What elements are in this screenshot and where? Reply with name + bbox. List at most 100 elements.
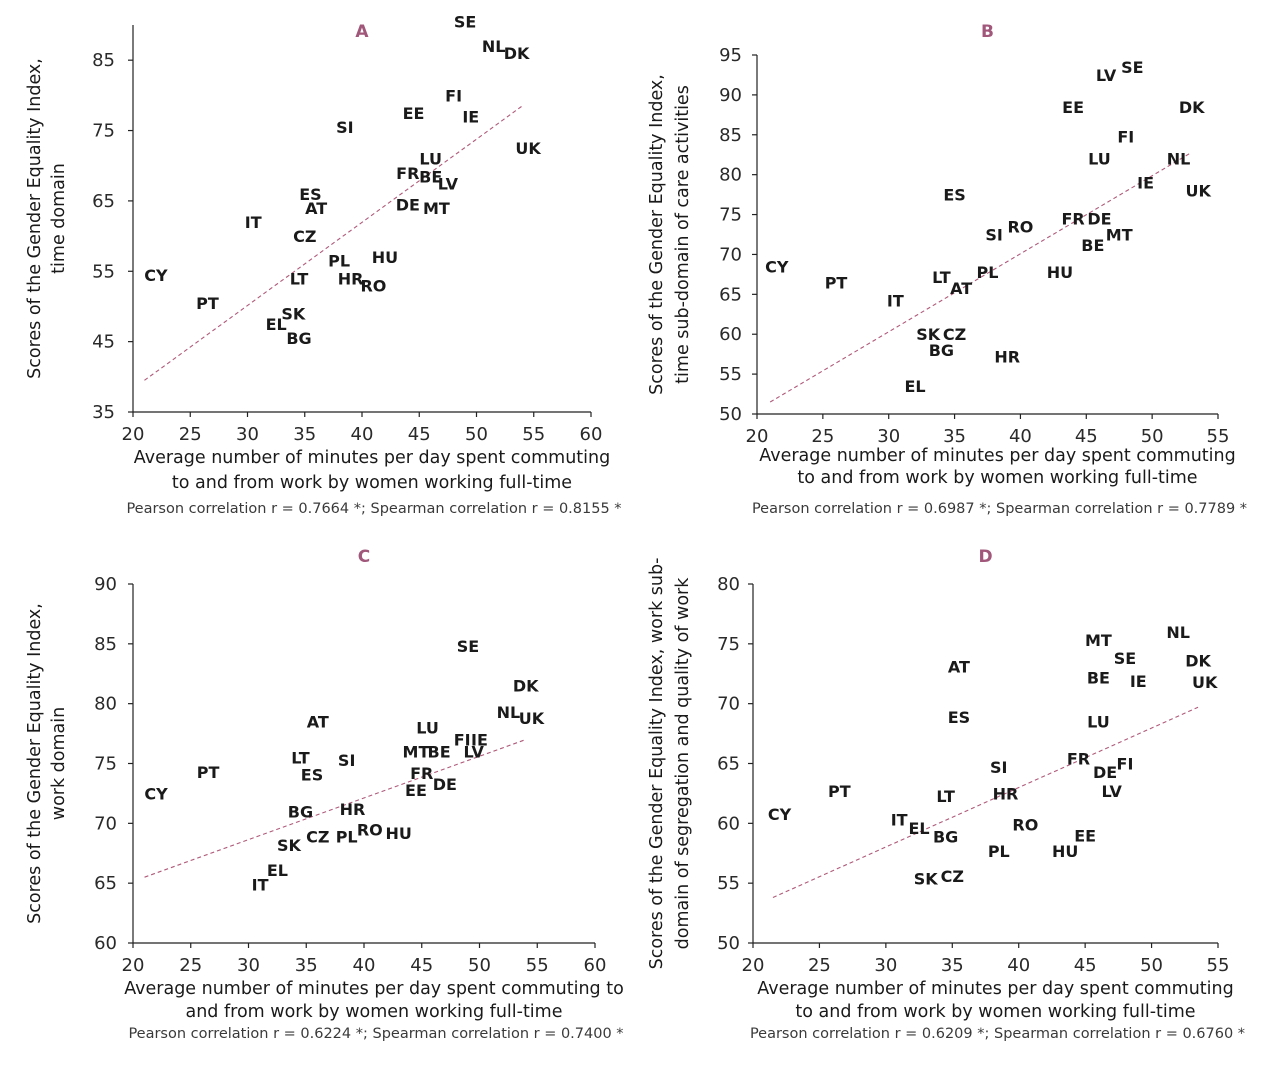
- point-label-lu: LU: [416, 719, 439, 738]
- point-label-nl: NL: [1167, 150, 1191, 169]
- panel-letter: C: [358, 547, 370, 567]
- point-label-dk: DK: [513, 677, 539, 696]
- y-tick-label: 80: [719, 165, 742, 186]
- point-label-fi: FI: [454, 731, 471, 750]
- y-tick-label: 50: [719, 404, 742, 425]
- y-tick-label: 60: [717, 813, 740, 834]
- point-label-ro: RO: [360, 276, 386, 295]
- x-tick-label: 25: [179, 424, 202, 445]
- point-label-it: IT: [245, 213, 262, 232]
- x-axis-title-line: to and from work by women working full-t…: [172, 473, 572, 493]
- y-tick-label: 35: [92, 402, 115, 423]
- x-tick-label: 30: [237, 955, 260, 976]
- point-label-hu: HU: [372, 248, 398, 267]
- x-tick-label: 20: [122, 424, 145, 445]
- point-label-ee: EE: [1062, 98, 1084, 117]
- point-label-dk: DK: [1185, 652, 1211, 671]
- panel-letter: B: [981, 22, 994, 42]
- chart-panel-c: C 60 65 70 75 80 85 90 20 25 30 35 40 45 50 55 60 SE DK NL U…: [0, 534, 624, 1054]
- x-tick-label: 60: [584, 955, 607, 976]
- point-label-it: IT: [887, 292, 904, 311]
- point-label-hr: HR: [338, 269, 364, 288]
- point-label-fr: FR: [1067, 750, 1090, 769]
- point-label-ee: EE: [405, 781, 427, 800]
- point-label-be: BE: [419, 167, 442, 186]
- point-label-lt: LT: [291, 749, 310, 768]
- point-label-fi: FI: [1117, 755, 1134, 774]
- point-label-lv: LV: [438, 174, 459, 193]
- x-tick-label: 50: [468, 955, 491, 976]
- point-label-cy: CY: [765, 257, 789, 276]
- y-axis-title-line: Scores of the Gender Equality Index,: [25, 603, 45, 924]
- point-label-nl: NL: [497, 703, 521, 722]
- y-tick-label: 75: [94, 754, 117, 775]
- point-label-cz: CZ: [941, 867, 964, 886]
- x-tick-label: 40: [353, 955, 376, 976]
- point-label-el: EL: [267, 861, 288, 880]
- y-axis-title-line: Scores of the Gender Equality Index,: [25, 58, 45, 379]
- point-label-it: IT: [252, 875, 269, 894]
- x-tick-label: 55: [1207, 426, 1230, 447]
- point-label-pt: PT: [197, 763, 220, 782]
- point-label-dk: DK: [504, 44, 530, 63]
- point-label-el: EL: [904, 377, 925, 396]
- x-axis-title-line: Average number of minutes per day spent …: [124, 979, 624, 999]
- point-label-bg: BG: [929, 341, 954, 360]
- correlation-note: Pearson correlation r = 0.6987 *; Spearm…: [752, 501, 1247, 517]
- point-label-ie: IE: [462, 107, 479, 126]
- point-label-si: SI: [338, 751, 355, 770]
- trend-line: [144, 739, 526, 878]
- y-tick-label: 80: [94, 694, 117, 715]
- point-label-bg: BG: [933, 827, 958, 846]
- y-tick-label: 85: [92, 50, 115, 71]
- point-label-sk: SK: [277, 836, 302, 855]
- point-label-hr: HR: [993, 784, 1019, 803]
- x-axis-title-line: Average number of minutes per day spent …: [757, 979, 1233, 999]
- point-label-cy: CY: [144, 266, 168, 285]
- x-tick-label: 45: [410, 955, 433, 976]
- point-label-ro: RO: [1007, 218, 1033, 237]
- point-label-ro: RO: [357, 820, 383, 839]
- y-tick-label: 60: [719, 324, 742, 345]
- point-label-mt: MT: [403, 743, 430, 762]
- x-tick-label: 50: [1140, 955, 1163, 976]
- point-label-be: BE: [1087, 668, 1110, 687]
- y-axis-title-line: domain of segregation and quality of wor…: [673, 577, 693, 950]
- point-label-es: ES: [299, 185, 321, 204]
- point-label-pl: PL: [988, 842, 1010, 861]
- x-tick-label: 20: [746, 426, 769, 447]
- point-label-hu: HU: [385, 824, 411, 843]
- point-label-pl: PL: [977, 263, 999, 282]
- x-axis-title-line: and from work by women working full-time: [185, 1002, 562, 1022]
- chart-panel-a: A 35 45 55 65 75 85 20 25 30 35 40 45 50 55 60 SE NL DK FI E…: [0, 0, 622, 520]
- y-tick-label: 55: [719, 364, 742, 385]
- point-label-pt: PT: [828, 782, 851, 801]
- point-label-sk: SK: [916, 325, 941, 344]
- y-tick-label: 85: [94, 634, 117, 655]
- x-tick-label: 55: [526, 955, 549, 976]
- x-tick-label: 50: [1141, 426, 1164, 447]
- point-label-at: AT: [307, 713, 329, 732]
- point-label-lv: LV: [1096, 66, 1117, 85]
- point-label-it: IT: [891, 811, 908, 830]
- point-label-be: BE: [1081, 236, 1104, 255]
- point-label-uk: UK: [1192, 673, 1218, 692]
- point-label-es: ES: [948, 708, 970, 727]
- point-label-se: SE: [1121, 58, 1143, 77]
- point-label-lv: LV: [464, 743, 485, 762]
- point-label-fr: FR: [1061, 210, 1084, 229]
- y-tick-label: 50: [717, 933, 740, 954]
- point-label-mt: MT: [1106, 226, 1133, 245]
- point-label-be: BE: [428, 743, 451, 762]
- x-tick-label: 20: [742, 955, 765, 976]
- point-label-fi: FI: [1117, 127, 1134, 146]
- point-label-at: AT: [305, 199, 327, 218]
- y-tick-label: 55: [92, 261, 115, 282]
- point-label-ee: EE: [1074, 826, 1096, 845]
- chart-panel-b: B 50 55 60 65 70 75 80 85 90 95 20 25 30 35 40 45 50 55 SE L…: [630, 0, 1250, 520]
- point-label-pl: PL: [328, 252, 350, 271]
- point-label-es: ES: [301, 765, 323, 784]
- y-tick-label: 65: [719, 284, 742, 305]
- point-label-dk: DK: [1179, 98, 1205, 117]
- x-tick-label: 30: [236, 424, 259, 445]
